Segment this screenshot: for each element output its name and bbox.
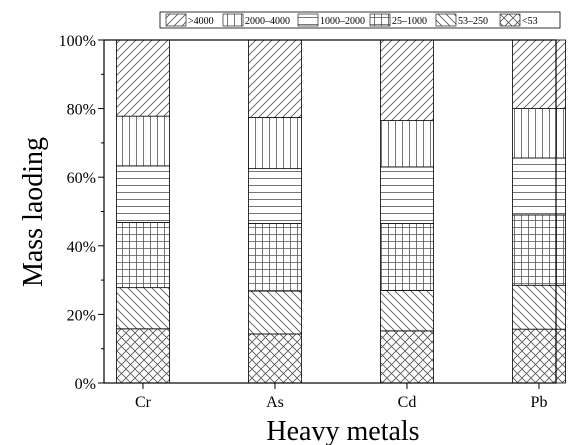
x-tick-label-pb: Pb <box>531 394 548 411</box>
legend-swatch-25-1000 <box>369 13 391 27</box>
bar-cr-seg-5 <box>116 39 170 117</box>
bar-pb-seg-0 <box>512 328 566 384</box>
y-tick-label: 40% <box>67 239 96 256</box>
x-tick-label-cr: Cr <box>135 394 152 411</box>
bar-cr-seg-1 <box>116 287 170 330</box>
legend-swatch-2000-4000 <box>222 13 244 27</box>
y-tick-label: 20% <box>67 307 96 324</box>
x-axis-title: Heavy metals <box>266 416 419 445</box>
bar-cr-seg-0 <box>116 328 170 384</box>
bar-as-seg-2 <box>248 223 302 292</box>
legend-label-53: <53 <box>522 16 538 27</box>
bar-as-seg-3 <box>248 168 302 224</box>
bar-as-seg-4 <box>248 117 302 170</box>
bar-cd-seg-2 <box>380 223 434 291</box>
legend-label-53-250: 53–250 <box>458 16 488 27</box>
bar-as-seg-0 <box>248 333 302 384</box>
bar-cd-seg-5 <box>380 39 434 122</box>
bars-group <box>116 39 566 384</box>
y-tick-label: 100% <box>59 33 96 50</box>
bar-pb-seg-2 <box>512 214 566 286</box>
y-tick-label: 60% <box>67 170 96 187</box>
legend-label-1000-2000: 1000–2000 <box>320 16 365 27</box>
bar-cd-seg-4 <box>380 120 434 168</box>
bar-cd-seg-0 <box>380 330 434 384</box>
legend-swatch-53 <box>499 13 521 27</box>
axes-group: 0% 20% 40% 60% 80% 100% Cr As Cd Pb <box>59 33 557 411</box>
legend-swatch-1000-2000 <box>297 13 319 27</box>
legend-label-25-1000: 25–1000 <box>392 16 427 27</box>
x-tick-label-cd: Cd <box>398 394 417 411</box>
legend-swatch-4000 <box>165 13 187 27</box>
legend: >4000 2000–4000 1000–2000 25–1000 53–250 <53 <box>159 11 561 29</box>
legend-swatch-53-250 <box>435 13 457 27</box>
bar-pb-seg-5 <box>512 39 566 109</box>
y-tick-label: 80% <box>67 102 96 119</box>
bar-as-seg-1 <box>248 290 302 335</box>
legend-label-2000-4000: 2000–4000 <box>245 16 290 27</box>
bar-cr-seg-4 <box>116 115 170 167</box>
bar-cr-seg-3 <box>116 165 170 223</box>
legend-label-4000: >4000 <box>188 16 214 27</box>
bar-cd-seg-1 <box>380 289 434 332</box>
y-tick-label: 0% <box>75 376 96 393</box>
bar-pb-seg-1 <box>512 284 566 330</box>
plot-frame <box>103 39 557 384</box>
bar-pb-seg-3 <box>512 157 566 216</box>
bar-cd-seg-3 <box>380 166 434 224</box>
x-tick-label-as: As <box>266 394 284 411</box>
bar-pb-seg-4 <box>512 108 566 159</box>
y-axis-title: Mass laoding <box>18 137 49 287</box>
bar-as-seg-5 <box>248 39 302 118</box>
bar-cr-seg-2 <box>116 222 170 289</box>
legend-box <box>159 11 561 29</box>
